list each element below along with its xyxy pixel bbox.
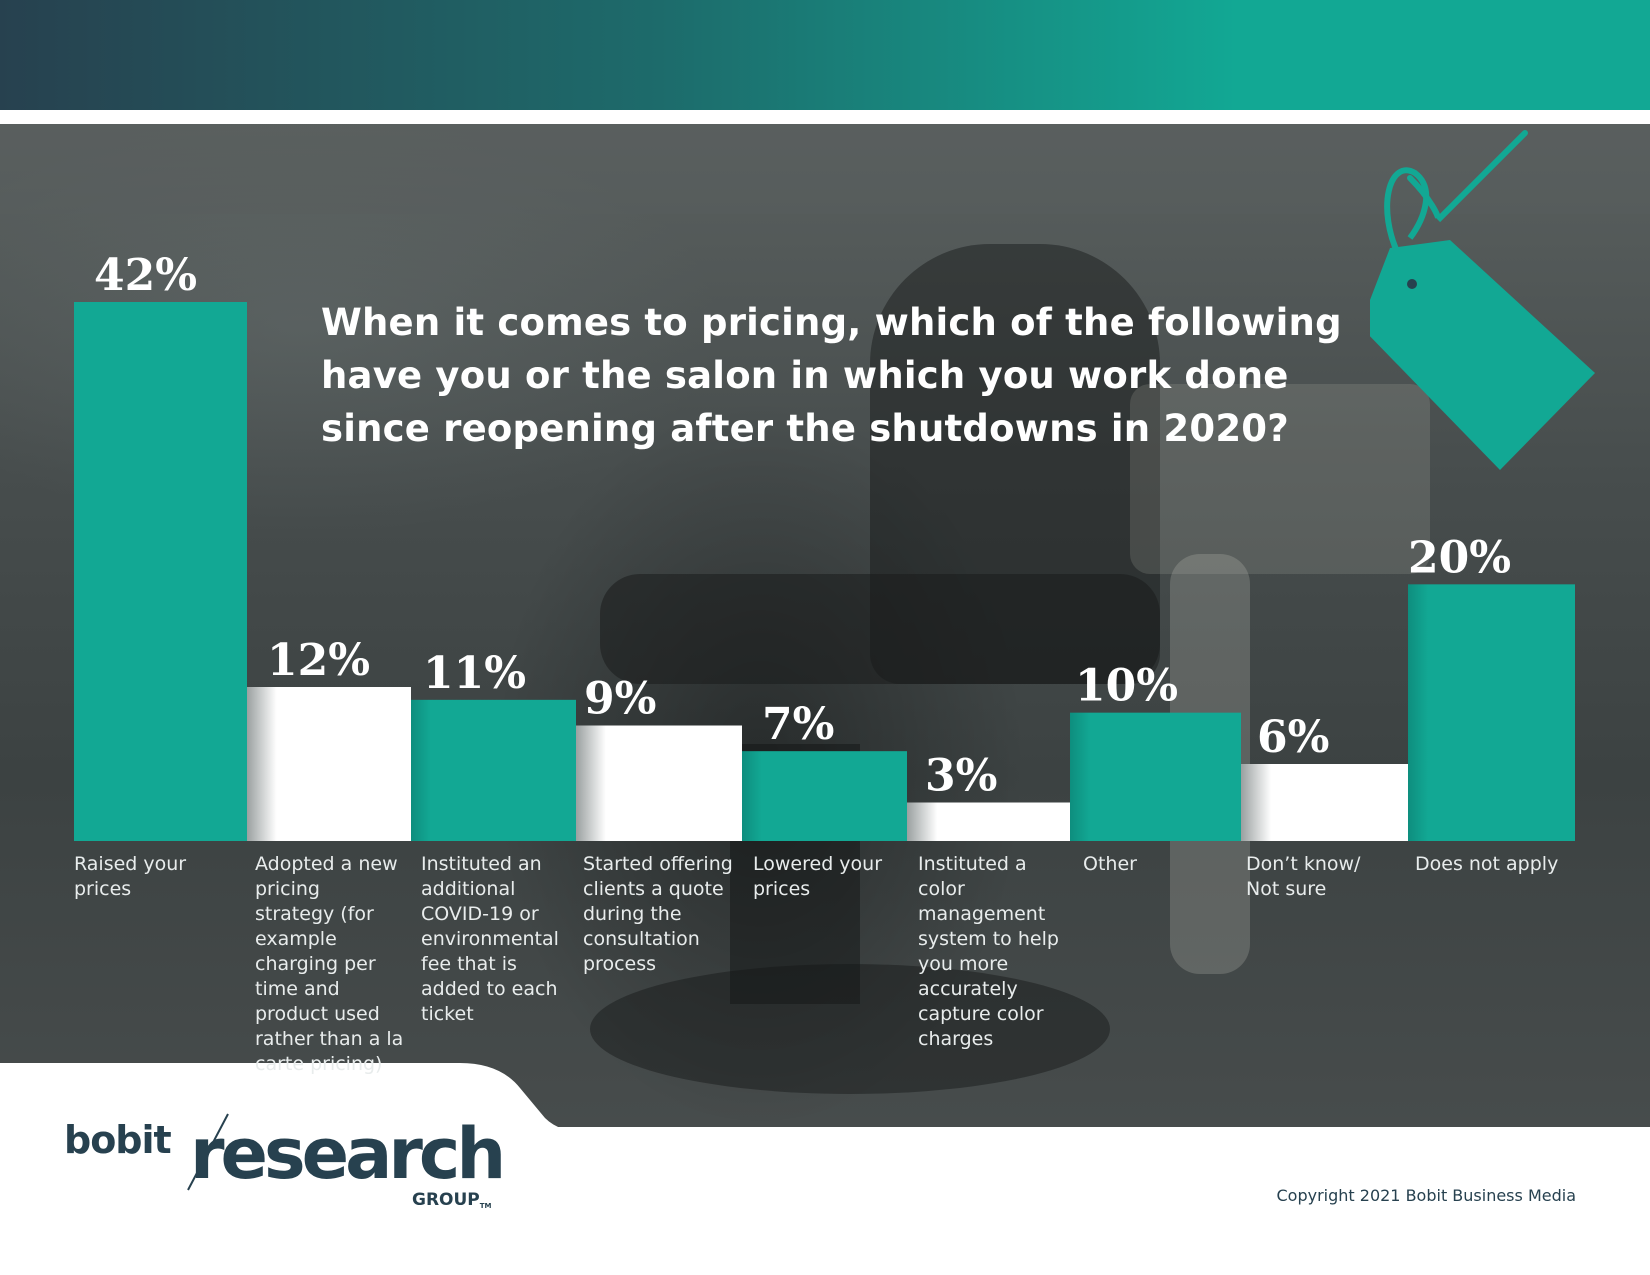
category-label-new-pricing-strategy: Adopted a new pricing strategy (for exam… bbox=[255, 853, 404, 1075]
value-label-2: 11% bbox=[423, 648, 526, 699]
copyright-text: Copyright 2021 Bobit Business Media bbox=[1276, 1186, 1577, 1205]
bar-2 bbox=[411, 699, 576, 841]
footer-background bbox=[0, 1063, 1650, 1275]
category-label-covid-fee: Instituted an additional COVID-19 or env… bbox=[421, 853, 559, 1025]
category-label-raised-prices: Raised your prices bbox=[74, 853, 187, 900]
bar-7 bbox=[1241, 764, 1408, 841]
value-labels: 42% 12% 11% 9% 7% 3% 10% 6% 20% bbox=[94, 250, 1511, 802]
logo-slash bbox=[187, 1113, 229, 1191]
logo-bobit: bobit bbox=[64, 1118, 172, 1162]
bar-5 bbox=[907, 802, 1075, 841]
bar-8 bbox=[1408, 584, 1575, 841]
value-label-3: 9% bbox=[584, 674, 656, 725]
price-tag-icon bbox=[1370, 130, 1595, 470]
category-label-dont-know: Don’t know/ Not sure bbox=[1246, 853, 1361, 900]
value-label-6: 10% bbox=[1075, 661, 1178, 712]
bars bbox=[74, 302, 1575, 841]
category-label-other: Other bbox=[1083, 853, 1137, 875]
logo-group: GROUPTM bbox=[412, 1190, 492, 1210]
top-banner bbox=[0, 0, 1650, 110]
bar-6 bbox=[1070, 712, 1241, 841]
value-label-7: 6% bbox=[1257, 712, 1329, 763]
category-label-lowered-prices: Lowered your prices bbox=[753, 853, 883, 900]
category-label-color-management: Instituted a color management system to … bbox=[918, 853, 1059, 1050]
logo-research: research bbox=[190, 1113, 506, 1195]
category-label-quote: Started offering clients a quote during … bbox=[583, 853, 733, 975]
chart-question-title: When it comes to pricing, which of the f… bbox=[321, 301, 1342, 450]
value-label-8: 20% bbox=[1408, 532, 1511, 583]
bar-4 bbox=[742, 751, 907, 841]
value-label-0: 42% bbox=[94, 250, 197, 301]
bar-0 bbox=[74, 302, 247, 841]
category-label-does-not-apply: Does not apply bbox=[1415, 853, 1559, 875]
value-label-5: 3% bbox=[925, 751, 997, 802]
bobit-research-group-logo: bobit research GROUPTM bbox=[64, 1112, 514, 1222]
bar-3 bbox=[576, 725, 742, 841]
value-label-4: 7% bbox=[762, 699, 834, 750]
value-label-1: 12% bbox=[267, 635, 370, 686]
bar-1 bbox=[247, 687, 411, 841]
